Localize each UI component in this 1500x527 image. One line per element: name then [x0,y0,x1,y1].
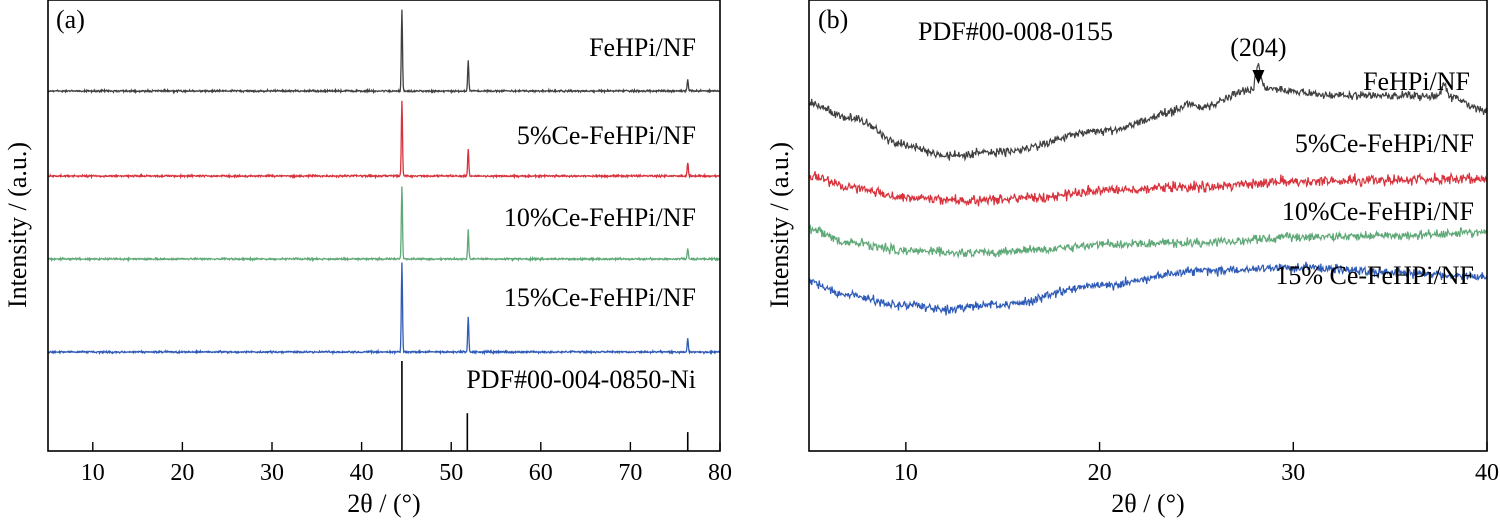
panel-b-series [808,63,1488,316]
panel-a-x-tick-label: 10 [81,460,105,486]
panel-b-series-line-1 [808,63,1488,162]
panel-a-label-15ce: 15%Ce-FeHPi/NF [504,283,696,312]
panel-b-label-fehpi: FeHPi/NF [1363,67,1470,96]
panel-a-x-tick-label: 30 [260,460,284,486]
panel-a-x-tick-label: 40 [350,460,374,486]
panel-a-series-line-3 [47,186,721,263]
panel-a-x-tick-label: 60 [529,460,553,486]
panel-a-label-10ce: 10%Ce-FeHPi/NF [504,203,696,232]
panel-a-x-tick-label: 70 [618,460,642,486]
panel-a: 10 20 30 40 50 60 70 80 (a) FeHPi/NF 5%Ce-FeHPi… [3,0,732,518]
panel-a-reference-lines [401,361,689,451]
panel-b-x-ticks: 10 20 30 40 [894,442,1499,486]
panel-b-label-5ce: 5%Ce-FeHPi/NF [1295,129,1474,158]
panel-b-x-tick-label: 40 [1475,460,1499,486]
panel-a-x-tick-label: 80 [708,460,732,486]
panel-a-reference-name: PDF#00-004-0850-Ni [466,365,696,394]
panel-b-label: (b) [818,5,848,34]
panel-a-label: (a) [56,5,85,34]
panel-a-x-tick-label: 20 [170,460,194,486]
panel-a-series [47,9,721,356]
panel-a-x-tick-label: 50 [439,460,463,486]
panel-a-series-line-4 [47,262,721,356]
panel-b-x-tick-label: 30 [1281,460,1305,486]
panel-b-series-line-3 [808,223,1488,259]
panel-a-y-axis-label: Intensity / (a.u.) [3,142,32,308]
panel-a-series-line-1 [47,9,721,95]
panel-a-series-line-2 [47,100,721,180]
panel-a-label-5ce: 5%Ce-FeHPi/NF [517,121,696,150]
panel-b-pdf-annotation: PDF#00-008-0155 [918,17,1113,46]
panel-b-label-15ce: 15% Ce-FeHPi/NF [1275,261,1474,290]
panel-a-x-ticks: 10 20 30 40 50 60 70 80 [81,442,732,486]
panel-a-label-fehpi: FeHPi/NF [589,33,696,62]
panel-b-x-axis-label: 2θ / (°) [1111,489,1184,518]
panel-b-frame [808,0,1488,452]
panel-b-204-annotation: (204) [1230,33,1286,62]
panel-b-x-tick-label: 20 [1088,460,1112,486]
panel-b-y-axis-label: Intensity / (a.u.) [765,142,794,308]
panel-a-x-axis-label: 2θ / (°) [347,489,420,518]
panel-b-204-marker [1252,70,1265,84]
panel-b: 10 20 30 40 (b) PDF#00-008-0155 (204) FeHPi… [765,0,1499,518]
panel-a-frame [47,0,721,452]
panel-b-label-10ce: 10%Ce-FeHPi/NF [1282,197,1474,226]
panel-b-series-line-4 [808,261,1488,316]
panel-b-x-tick-label: 10 [894,460,918,486]
panel-b-series-line-2 [808,171,1488,207]
